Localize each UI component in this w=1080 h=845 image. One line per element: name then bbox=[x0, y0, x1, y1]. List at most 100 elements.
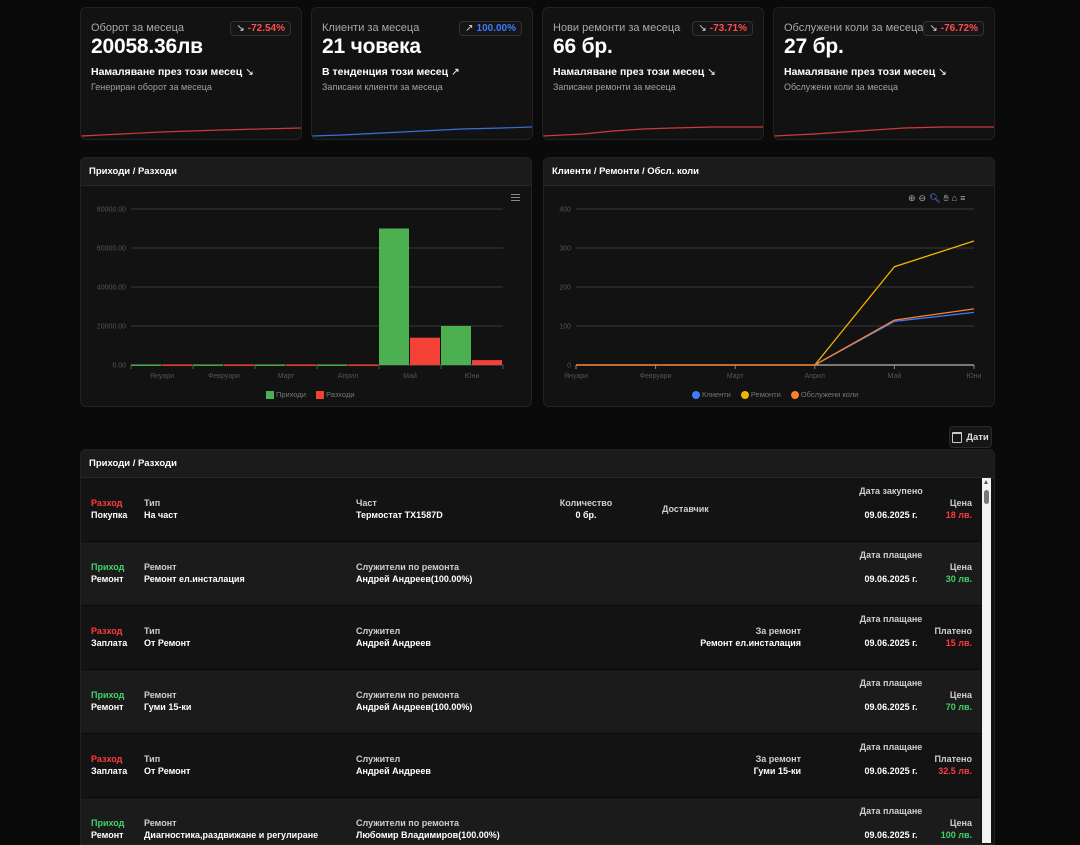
detail-value: Андрей Андреев bbox=[356, 638, 431, 648]
stat-card: Оборот за месеца ↘ -72.54% 20058.36лв Нам… bbox=[80, 7, 302, 140]
legend-item-income[interactable]: Приходи bbox=[266, 390, 306, 400]
zoom-out-icon[interactable]: ⊖ bbox=[918, 193, 927, 203]
legend-item-serviced[interactable]: Обслужени коли bbox=[790, 390, 858, 400]
change-badge: ↘ -72.54% bbox=[230, 21, 291, 36]
type-label: Ремонт bbox=[144, 690, 177, 700]
bar bbox=[162, 364, 192, 366]
panel-title: Клиенти / Ремонти / Обсл. коли bbox=[544, 158, 994, 186]
stat-subtitle: Обслужени коли за месеца bbox=[784, 82, 899, 92]
y-tick-label: 60000.00 bbox=[97, 246, 126, 253]
bar bbox=[317, 364, 347, 366]
bar bbox=[379, 228, 409, 365]
trend-arrow-icon: ↗ bbox=[465, 23, 474, 34]
stat-title: Клиенти за месеца bbox=[322, 22, 420, 34]
bar bbox=[131, 364, 161, 366]
stat-title: Оборот за месеца bbox=[91, 22, 184, 34]
series-line bbox=[576, 240, 975, 366]
transaction-kind: Разход bbox=[91, 498, 123, 508]
transaction-row[interactable]: Приход Ремонт Ремонт Ремонт ел.инсталаци… bbox=[81, 542, 981, 606]
zoom-in-icon[interactable]: ⊕ bbox=[908, 193, 916, 203]
transaction-row[interactable]: Разход Заплата Тип От Ремонт Служител Ан… bbox=[81, 734, 981, 798]
date-label: Дата плащане bbox=[859, 742, 923, 752]
pan-hand-icon[interactable]: ✋︎ bbox=[943, 193, 949, 203]
trend-text: В тенденция този месец ↗ bbox=[322, 66, 460, 78]
dates-button[interactable]: Дати bbox=[949, 426, 992, 448]
home-reset-icon[interactable]: ⌂ bbox=[951, 193, 958, 203]
x-tick-label: Февруари bbox=[208, 373, 240, 380]
price-value: 18 лв. bbox=[945, 510, 972, 520]
x-tick-label: Юни bbox=[465, 373, 480, 380]
x-tick-label: Февруари bbox=[640, 373, 672, 380]
detail-label: Служители по ремонта bbox=[356, 690, 459, 700]
date-value: 09.06.2025 г. bbox=[864, 766, 918, 776]
type-value: Ремонт ел.инсталация bbox=[144, 574, 245, 584]
scroll-up-arrow-icon[interactable] bbox=[984, 480, 988, 484]
detail-label: Служител bbox=[356, 754, 401, 764]
quantity-value: 0 бр. bbox=[575, 510, 597, 520]
type-value: Гуми 15-ки bbox=[144, 702, 192, 712]
menu-icon[interactable] bbox=[511, 194, 520, 201]
bar bbox=[255, 364, 285, 366]
date-label: Дата плащане bbox=[859, 678, 923, 688]
transaction-row[interactable]: Разход Покупка Тип На част Част Термоста… bbox=[81, 478, 981, 542]
date-value: 09.06.2025 г. bbox=[864, 638, 918, 648]
trend-text: Намаляване през този месец ↘ bbox=[553, 66, 716, 78]
trend-text: Намаляване през този месец ↘ bbox=[91, 66, 254, 78]
detail-label: Служител bbox=[356, 626, 401, 636]
legend-item-clients[interactable]: Клиенти bbox=[692, 390, 731, 400]
stat-value: 20058.36лв bbox=[91, 35, 203, 58]
stat-value: 21 човека bbox=[322, 35, 421, 58]
stat-title: Обслужени коли за месеца bbox=[784, 22, 924, 34]
line-chart: 0 100 200 300 400 Януари Февруари Март Април Май Ю… bbox=[559, 207, 982, 381]
transaction-row[interactable]: Приход Ремонт Ремонт Диагностика,раздвиж… bbox=[81, 798, 981, 844]
panel-title: Приходи / Разходи bbox=[81, 158, 531, 186]
y-tick-label: 40000.00 bbox=[97, 285, 126, 292]
legend-item-expense[interactable]: Разходи bbox=[316, 390, 355, 400]
calendar-icon bbox=[952, 431, 963, 443]
menu-icon[interactable]: ≡ bbox=[960, 193, 966, 203]
bar bbox=[348, 364, 378, 366]
y-tick-label: 80000.00 bbox=[97, 207, 126, 214]
price-value: 100 лв. bbox=[940, 830, 972, 840]
transaction-subtype: Заплата bbox=[91, 638, 128, 648]
transactions-list[interactable]: Разход Покупка Тип На част Част Термоста… bbox=[81, 478, 981, 844]
type-value: На част bbox=[144, 510, 178, 520]
scroll-thumb[interactable] bbox=[984, 490, 989, 504]
x-tick-label: Май bbox=[888, 372, 902, 380]
date-value: 09.06.2025 г. bbox=[864, 830, 918, 840]
trend-arrow-icon: ↘ bbox=[236, 23, 245, 34]
date-value: 09.06.2025 г. bbox=[864, 574, 918, 584]
price-value: 70 лв. bbox=[945, 702, 972, 712]
transactions-panel: Приходи / Разходи Разход Покупка Тип На … bbox=[80, 449, 995, 845]
bar bbox=[193, 364, 223, 366]
dates-button-label: Дати bbox=[966, 431, 989, 443]
x-tick-label: Април bbox=[805, 373, 825, 380]
transaction-subtype: Покупка bbox=[91, 510, 128, 520]
price-label: Платено bbox=[934, 626, 972, 636]
zoom-select-icon[interactable]: 🔍︎ bbox=[929, 193, 941, 203]
sparkline bbox=[543, 126, 763, 137]
transaction-row[interactable]: Приход Ремонт Ремонт Гуми 15-ки Служител… bbox=[81, 670, 981, 734]
extra-value: Ремонт ел.инсталация bbox=[700, 638, 801, 648]
detail-value: Любомир Владимиров(100.00%) bbox=[356, 830, 500, 840]
detail-label: Част bbox=[356, 498, 377, 508]
transaction-row[interactable]: Разход Заплата Тип От Ремонт Служител Ан… bbox=[81, 606, 981, 670]
transaction-kind: Приход bbox=[91, 818, 125, 828]
panel-title: Приходи / Разходи bbox=[81, 450, 994, 478]
scrollbar[interactable] bbox=[982, 478, 991, 843]
type-value: От Ремонт bbox=[144, 638, 191, 648]
extra-label: За ремонт bbox=[755, 754, 801, 764]
sparkline bbox=[312, 126, 532, 137]
price-label: Цена bbox=[949, 690, 972, 700]
trend-icon: ↘ bbox=[707, 66, 716, 78]
stat-card: Обслужени коли за месеца ↘ -76.72% 27 бр.… bbox=[773, 7, 995, 140]
income-expense-chart-panel: Приходи / Разходи 0.00 20000.00 40000.00 60… bbox=[80, 157, 532, 407]
detail-value: Андрей Андреев bbox=[356, 766, 431, 776]
type-label: Тип bbox=[144, 626, 161, 636]
y-tick-label: 100 bbox=[559, 324, 571, 331]
x-tick-label: Юни bbox=[967, 373, 982, 380]
sparkline-path bbox=[543, 126, 763, 137]
detail-value: Андрей Андреев(100.00%) bbox=[356, 702, 473, 712]
legend-item-repairs[interactable]: Ремонти bbox=[740, 390, 781, 400]
date-label: Дата плащане bbox=[859, 550, 923, 560]
